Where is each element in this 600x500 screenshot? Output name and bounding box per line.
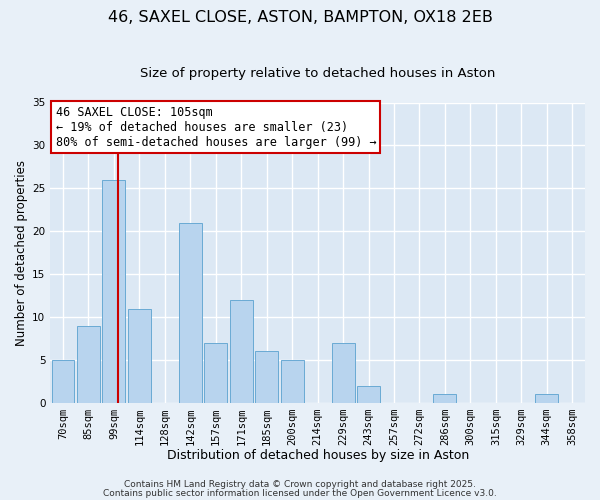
- Bar: [103, 180, 125, 403]
- Text: 46, SAXEL CLOSE, ASTON, BAMPTON, OX18 2EB: 46, SAXEL CLOSE, ASTON, BAMPTON, OX18 2E…: [107, 10, 493, 25]
- Bar: [332, 343, 355, 403]
- Bar: [357, 386, 380, 403]
- Title: Size of property relative to detached houses in Aston: Size of property relative to detached ho…: [140, 68, 496, 80]
- Bar: [433, 394, 457, 403]
- Y-axis label: Number of detached properties: Number of detached properties: [15, 160, 28, 346]
- Text: Contains public sector information licensed under the Open Government Licence v3: Contains public sector information licen…: [103, 488, 497, 498]
- X-axis label: Distribution of detached houses by size in Aston: Distribution of detached houses by size …: [167, 450, 469, 462]
- Text: 46 SAXEL CLOSE: 105sqm
← 19% of detached houses are smaller (23)
80% of semi-det: 46 SAXEL CLOSE: 105sqm ← 19% of detached…: [56, 106, 376, 148]
- Bar: [205, 343, 227, 403]
- Bar: [281, 360, 304, 403]
- Text: Contains HM Land Registry data © Crown copyright and database right 2025.: Contains HM Land Registry data © Crown c…: [124, 480, 476, 489]
- Bar: [52, 360, 74, 403]
- Bar: [230, 300, 253, 403]
- Bar: [535, 394, 558, 403]
- Bar: [179, 222, 202, 403]
- Bar: [255, 352, 278, 403]
- Bar: [77, 326, 100, 403]
- Bar: [128, 308, 151, 403]
